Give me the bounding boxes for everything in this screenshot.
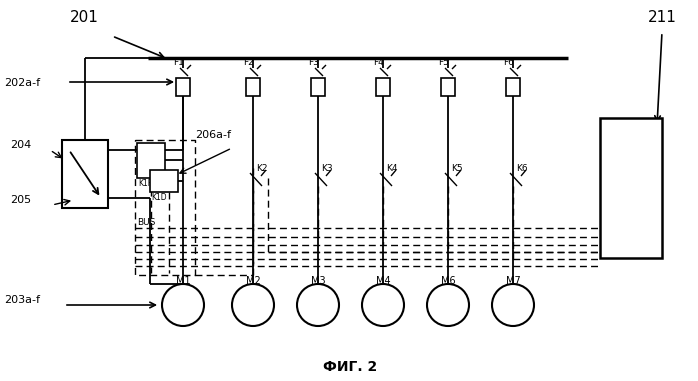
Text: K5: K5 bbox=[451, 164, 463, 173]
Text: F2: F2 bbox=[243, 58, 254, 67]
Text: M: M bbox=[509, 294, 517, 304]
Text: F4: F4 bbox=[373, 58, 384, 67]
Text: K3: K3 bbox=[321, 164, 333, 173]
Bar bbox=[246, 78, 260, 96]
Text: 3 ph: 3 ph bbox=[244, 306, 262, 315]
Bar bbox=[441, 78, 455, 96]
Text: F3: F3 bbox=[308, 58, 319, 67]
Text: 202a-f: 202a-f bbox=[4, 78, 40, 88]
Bar bbox=[176, 78, 190, 96]
Bar bbox=[600, 118, 662, 258]
Text: A1: A1 bbox=[623, 124, 639, 137]
Text: M1: M1 bbox=[176, 276, 191, 286]
Bar bbox=[150, 170, 178, 192]
Text: 3 ph: 3 ph bbox=[440, 306, 456, 315]
Text: Блок: Блок bbox=[617, 148, 645, 158]
Text: ФИГ. 2: ФИГ. 2 bbox=[323, 360, 377, 374]
Text: 206a-f: 206a-f bbox=[195, 130, 231, 140]
Text: 204: 204 bbox=[10, 140, 31, 150]
Text: K2: K2 bbox=[256, 164, 267, 173]
Text: BUS: BUS bbox=[137, 218, 156, 227]
Text: M7: M7 bbox=[505, 276, 521, 286]
Bar bbox=[311, 78, 325, 96]
Bar bbox=[376, 78, 390, 96]
Text: 3 ph: 3 ph bbox=[174, 306, 191, 315]
Text: 3 ph: 3 ph bbox=[375, 306, 392, 315]
Bar bbox=[506, 78, 520, 96]
Text: K6: K6 bbox=[516, 164, 528, 173]
Text: M: M bbox=[313, 294, 322, 304]
Text: 201: 201 bbox=[70, 10, 99, 25]
Text: управ-: управ- bbox=[612, 170, 650, 180]
Circle shape bbox=[362, 284, 404, 326]
Circle shape bbox=[232, 284, 274, 326]
Circle shape bbox=[492, 284, 534, 326]
Text: ления: ления bbox=[614, 192, 648, 202]
Text: 3 ph: 3 ph bbox=[505, 306, 521, 315]
Text: M2: M2 bbox=[246, 276, 260, 286]
Text: 203a-f: 203a-f bbox=[4, 295, 40, 305]
Text: F5: F5 bbox=[438, 58, 449, 67]
Circle shape bbox=[297, 284, 339, 326]
Text: K1D: K1D bbox=[151, 193, 167, 202]
Text: F1: F1 bbox=[173, 58, 184, 67]
Text: 211: 211 bbox=[648, 10, 677, 25]
Circle shape bbox=[162, 284, 204, 326]
Bar bbox=[62, 140, 108, 208]
Text: K1F: K1F bbox=[138, 179, 152, 188]
Text: 205: 205 bbox=[10, 195, 31, 205]
Circle shape bbox=[427, 284, 469, 326]
Text: M4: M4 bbox=[376, 276, 390, 286]
Text: 3 ph: 3 ph bbox=[309, 306, 327, 315]
Text: F6: F6 bbox=[503, 58, 514, 67]
Text: M: M bbox=[248, 294, 258, 304]
Text: M3: M3 bbox=[311, 276, 325, 286]
Text: M: M bbox=[444, 294, 452, 304]
Text: K4: K4 bbox=[386, 164, 397, 173]
Text: M: M bbox=[379, 294, 387, 304]
Text: M: M bbox=[179, 294, 187, 304]
Bar bbox=[137, 143, 165, 178]
Text: M6: M6 bbox=[440, 276, 455, 286]
